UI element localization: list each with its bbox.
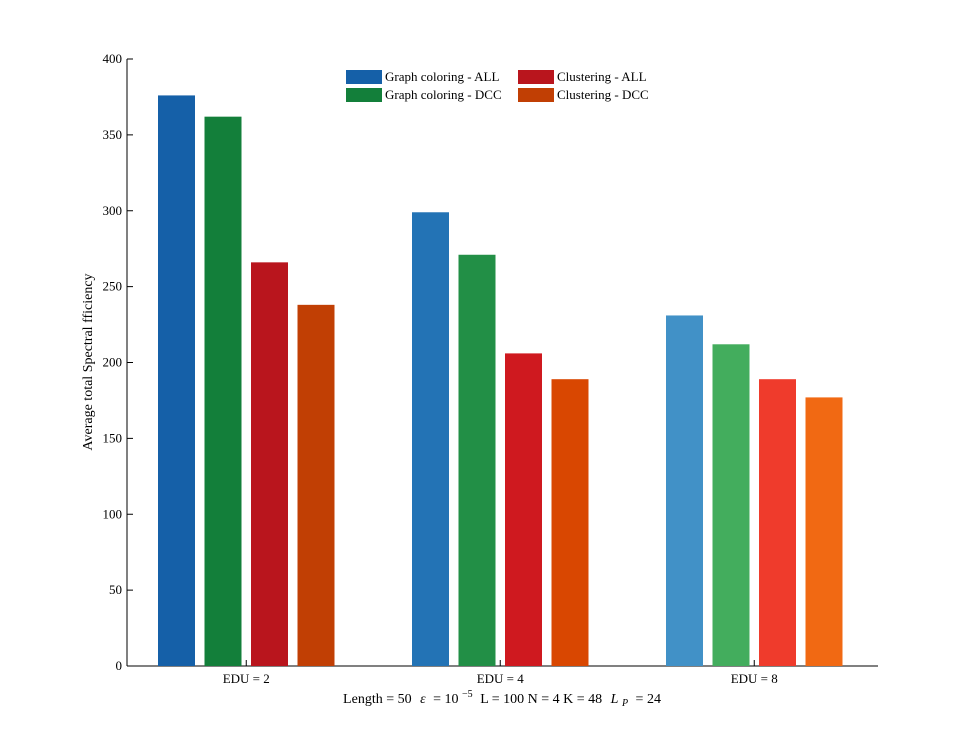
- legend-label: Graph coloring - ALL: [385, 69, 500, 84]
- x-title-length: Length = 50: [343, 692, 412, 707]
- y-axis: 0 50 100 150 200 250 300 350 400: [103, 51, 133, 673]
- y-tick-label: 250: [103, 279, 123, 294]
- y-tick-label: 350: [103, 127, 123, 142]
- x-title-lp-subscript: P: [621, 698, 628, 709]
- x-tick-label: EDU = 8: [731, 671, 778, 686]
- legend-swatch: [518, 88, 554, 102]
- bar: [805, 397, 843, 666]
- x-axis-title: Length = 50 ε = 10 −5 L = 100 N = 4 K = …: [343, 686, 661, 710]
- legend-swatch: [518, 70, 554, 84]
- bar: [158, 95, 195, 667]
- x-title-epsilon: ε: [420, 692, 426, 707]
- bar: [666, 315, 703, 666]
- y-tick-label: 100: [103, 506, 123, 521]
- legend-label: Clustering - ALL: [557, 69, 647, 84]
- legend-swatch: [346, 70, 382, 84]
- bar: [204, 116, 242, 667]
- x-title-params: L = 100 N = 4 K = 48: [480, 692, 602, 707]
- y-tick-label: 50: [109, 582, 122, 597]
- y-axis-title: Average total Spectral fficiency: [81, 273, 96, 450]
- bar: [251, 262, 288, 666]
- x-title-epsilon-exponent: −5: [462, 689, 473, 700]
- bars: [158, 95, 843, 667]
- x-title-epsilon-value: = 10: [433, 692, 458, 707]
- legend-label: Graph coloring - DCC: [385, 87, 502, 102]
- y-tick-label: 200: [103, 355, 123, 370]
- bar: [551, 379, 589, 666]
- legend-swatch: [346, 88, 382, 102]
- bar: [505, 353, 542, 666]
- legend: Graph coloring - ALL Graph coloring - DCC…: [346, 69, 649, 102]
- bar: [297, 304, 335, 666]
- bar: [412, 212, 449, 666]
- y-tick-label: 0: [116, 658, 123, 673]
- x-title-lp-value: = 24: [636, 692, 661, 707]
- bar: [712, 344, 750, 666]
- y-tick-label: 400: [103, 51, 123, 66]
- bar: [458, 254, 496, 666]
- x-tick-label: EDU = 2: [223, 671, 270, 686]
- y-tick-label: 150: [103, 430, 123, 445]
- y-tick-label: 300: [103, 203, 123, 218]
- bar: [759, 379, 796, 666]
- legend-label: Clustering - DCC: [557, 87, 649, 102]
- x-tick-label: EDU = 4: [477, 671, 525, 686]
- x-title-lp-symbol: L: [610, 692, 619, 707]
